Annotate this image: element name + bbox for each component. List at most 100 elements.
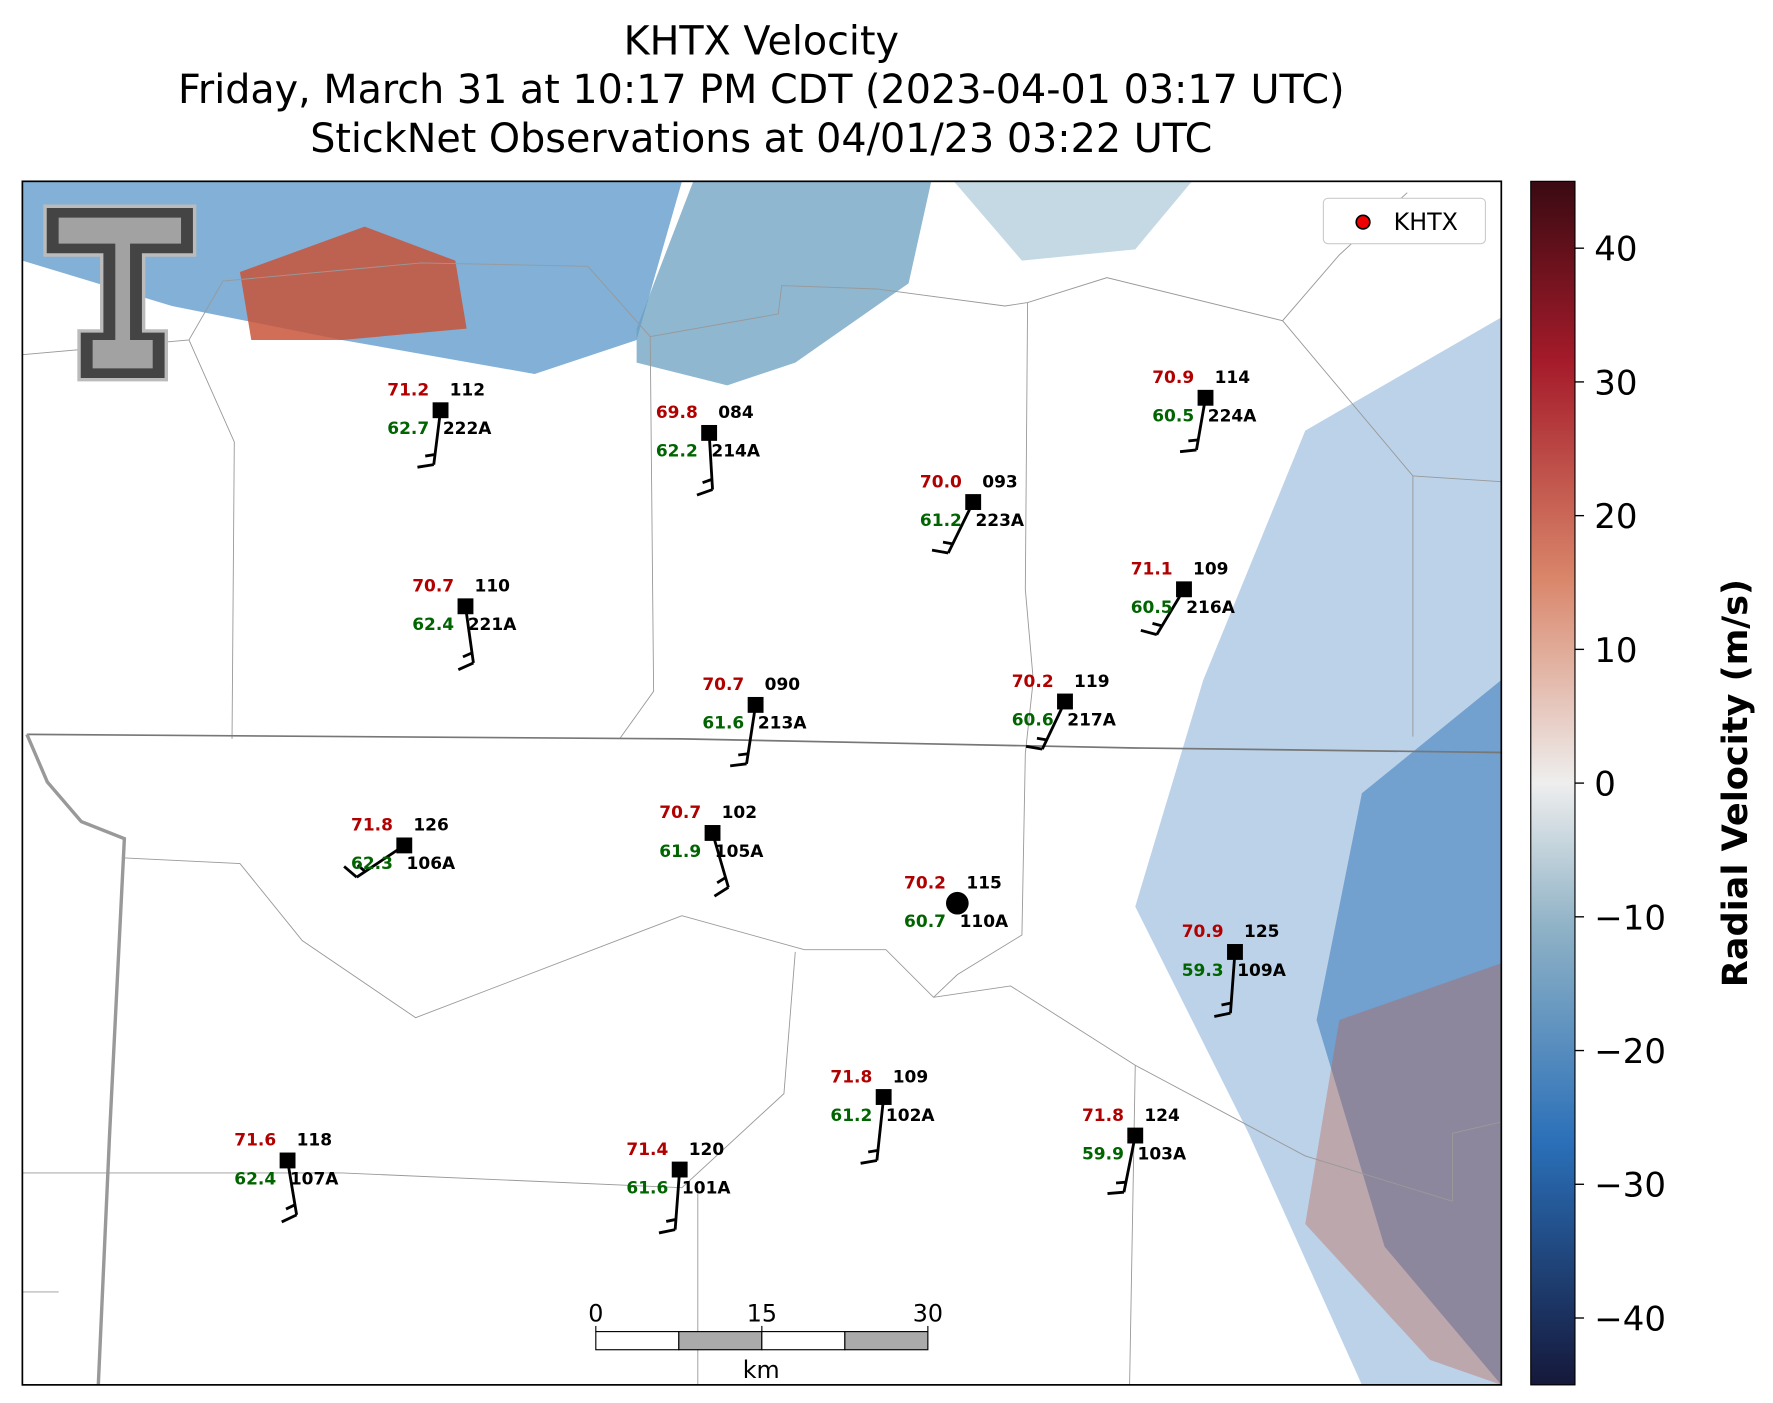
scale-segment [595, 1331, 680, 1351]
station-temp: 70.7 [659, 803, 701, 823]
station-pressure: 125 [1244, 922, 1279, 942]
station-id: 109A [1237, 961, 1286, 981]
wind-staff [1229, 951, 1237, 1014]
wind-barb [343, 865, 358, 879]
title: Friday, March 31 at 10:17 PM CDT (2023-0… [178, 67, 1345, 113]
county-line [1129, 1065, 1136, 1385]
wind-barb [457, 661, 474, 671]
station-id: 110A [960, 912, 1009, 932]
scale-segment [844, 1331, 929, 1351]
legend-marker [1355, 214, 1371, 230]
title: StickNet Observations at 04/01/23 03:22 … [310, 116, 1212, 162]
station-temp: 70.7 [702, 675, 744, 695]
station-temp: 71.1 [1131, 560, 1173, 580]
wind-barb [425, 453, 436, 458]
wind-barb [1152, 621, 1163, 628]
colorbar-tick-label: 10 [1594, 631, 1637, 671]
county-line [22, 192, 1408, 356]
county-line [1412, 475, 1502, 483]
wind-barb [356, 864, 367, 873]
station-marker [1127, 1127, 1144, 1144]
station-dew: 60.6 [1012, 710, 1054, 730]
station-temp: 70.2 [1012, 672, 1054, 692]
legend-box [1322, 197, 1487, 245]
wind-barb [1214, 1011, 1231, 1018]
wind-barb [417, 463, 434, 469]
colorbar-label: Radial Velocity (m/s) [1715, 579, 1756, 987]
wind-barb [716, 876, 727, 885]
scale-tick-label: 30 [913, 1299, 943, 1327]
station-marker [1197, 389, 1214, 406]
station-pressure: 124 [1144, 1106, 1180, 1126]
wind-barb [1179, 448, 1197, 454]
station-dew: 60.5 [1152, 407, 1194, 427]
wind-barb [867, 1148, 879, 1154]
colorbar-tick-label: −10 [1594, 898, 1666, 938]
station-marker [965, 494, 982, 510]
wind-barb [738, 752, 749, 757]
colorbar-tick-label: −30 [1594, 1166, 1666, 1206]
station-id: 107A [290, 1169, 339, 1189]
station-temp: 70.2 [904, 873, 946, 893]
wind-barb [729, 762, 747, 768]
station-pressure: 126 [413, 816, 448, 836]
station-marker [396, 837, 413, 854]
station-pressure: 090 [765, 675, 800, 695]
station-id: 106A [407, 854, 456, 874]
station-dew: 61.2 [920, 511, 962, 531]
station-temp: 69.8 [656, 403, 698, 423]
station-marker [747, 696, 764, 713]
station-dew: 59.9 [1082, 1144, 1124, 1164]
wind-barb [1188, 438, 1199, 443]
county-line [124, 857, 1453, 1202]
county-line [1452, 1121, 1502, 1202]
colorbar-tick-label: −40 [1594, 1299, 1666, 1339]
station-marker [457, 598, 474, 615]
station-id: 222A [443, 419, 492, 439]
station-marker [701, 424, 718, 441]
station-pressure: 110 [475, 577, 510, 597]
station-pressure: 118 [297, 1131, 332, 1151]
station-id: 221A [468, 615, 517, 635]
station-id: 105A [715, 842, 764, 862]
station-dew: 59.3 [1182, 961, 1224, 981]
wind-barb [713, 886, 730, 898]
station-id: 102A [886, 1106, 935, 1126]
station-dew: 62.7 [387, 419, 429, 439]
wind-barb [1140, 628, 1158, 637]
map-frame [21, 180, 1503, 1386]
station-pressure: 120 [689, 1140, 724, 1160]
radar-echo [953, 181, 1192, 261]
colorbar-tick-label: 40 [1594, 230, 1637, 270]
colorbar-tick-label: 0 [1594, 765, 1616, 805]
station-temp: 70.9 [1152, 368, 1194, 388]
scale-segment [761, 1331, 846, 1351]
radar-layer [22, 181, 1502, 1385]
radar-echo [1316, 679, 1502, 1385]
station-id: 214A [711, 442, 760, 462]
station-temp: 70.0 [920, 472, 962, 492]
state-line [26, 733, 1502, 754]
station-marker [704, 825, 721, 841]
wind-barb [860, 1159, 878, 1165]
colorbar-tick-label: −20 [1594, 1032, 1666, 1072]
colorbar-tick-label: 20 [1594, 497, 1637, 537]
station-pressure: 102 [722, 803, 757, 823]
station-pressure: 112 [450, 381, 485, 401]
station-pressure: 109 [893, 1067, 928, 1087]
wind-barb [1115, 1180, 1127, 1185]
station-temp: 71.8 [1082, 1106, 1124, 1126]
county-line [619, 336, 655, 740]
wind-barb [462, 651, 473, 659]
station-dew: 61.2 [830, 1106, 872, 1126]
station-id: 216A [1186, 598, 1235, 618]
wind-barb [285, 1203, 296, 1211]
wind-barb [658, 1228, 676, 1235]
wind-barb [1025, 744, 1043, 751]
station-pressure: 093 [982, 472, 1017, 492]
station-temp: 71.8 [351, 816, 393, 836]
scale-tick-label: 0 [588, 1299, 603, 1327]
station-dew: 62.3 [351, 854, 393, 874]
radar-echo [239, 226, 467, 340]
